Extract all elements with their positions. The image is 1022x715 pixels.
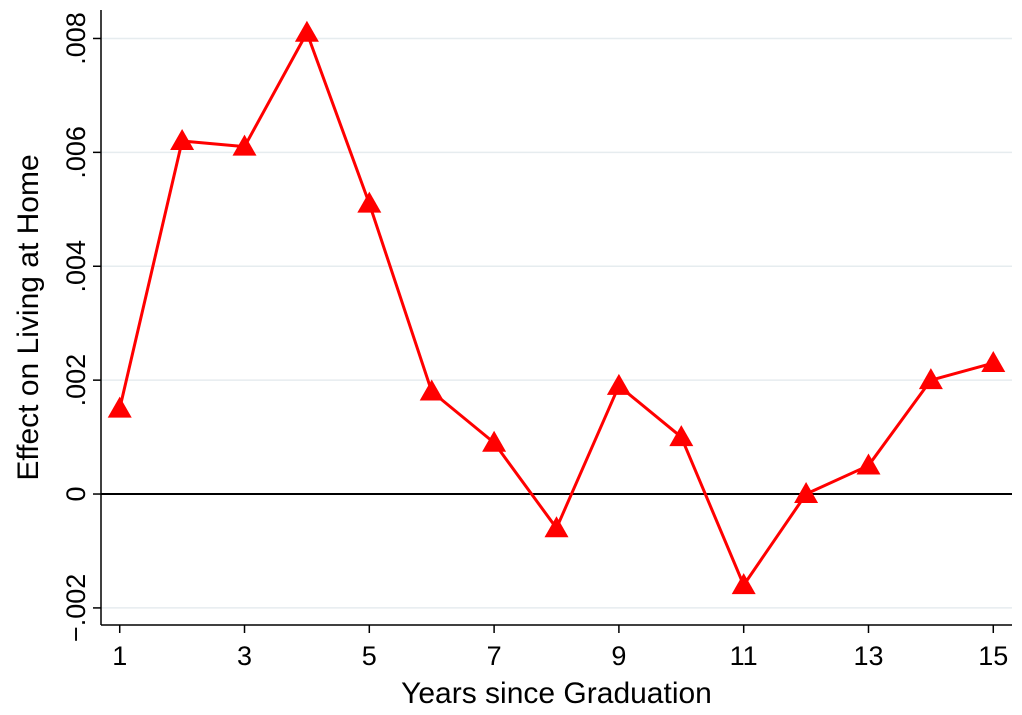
y-tick-label: .004 bbox=[61, 240, 91, 293]
data-point-marker bbox=[731, 573, 756, 595]
data-point-marker bbox=[544, 516, 569, 538]
y-axis-title: Effect on Living at Home bbox=[12, 154, 45, 480]
data-point-marker bbox=[669, 425, 694, 447]
data-point-marker bbox=[357, 191, 382, 213]
x-tick-label: 9 bbox=[611, 641, 626, 671]
x-tick-label: 11 bbox=[730, 641, 758, 671]
data-point-marker bbox=[482, 430, 507, 452]
data-point-marker bbox=[294, 20, 319, 42]
y-tick-label: 0 bbox=[61, 487, 91, 502]
data-point-marker bbox=[856, 453, 881, 475]
y-tick-label: −.002 bbox=[61, 574, 91, 642]
data-point-marker bbox=[170, 128, 195, 150]
x-tick-label: 5 bbox=[362, 641, 377, 671]
data-point-marker bbox=[419, 379, 444, 401]
data-point-marker bbox=[794, 482, 819, 504]
data-point-marker bbox=[232, 134, 257, 156]
y-tick-label: .008 bbox=[61, 12, 91, 65]
x-tick-label: 3 bbox=[237, 641, 252, 671]
x-axis-title: Years since Graduation bbox=[401, 677, 712, 710]
x-tick-label: 13 bbox=[853, 641, 883, 671]
data-point-marker bbox=[981, 351, 1006, 373]
series-group bbox=[107, 20, 1006, 595]
data-point-marker bbox=[107, 396, 132, 418]
y-tick-label: .006 bbox=[61, 126, 91, 179]
y-axis-ticks: −.002 0 .002 .004 .006 .008 bbox=[61, 12, 101, 642]
data-point-marker bbox=[606, 373, 631, 395]
x-tick-label: 15 bbox=[978, 641, 1008, 671]
x-tick-label: 1 bbox=[112, 641, 127, 671]
x-tick-label: 7 bbox=[487, 641, 502, 671]
data-point-marker bbox=[918, 368, 943, 390]
x-axis-ticks: 1 3 5 7 9 11 13 15 bbox=[112, 625, 1008, 671]
series-line bbox=[118, 31, 994, 587]
y-tick-label: .002 bbox=[61, 354, 91, 407]
